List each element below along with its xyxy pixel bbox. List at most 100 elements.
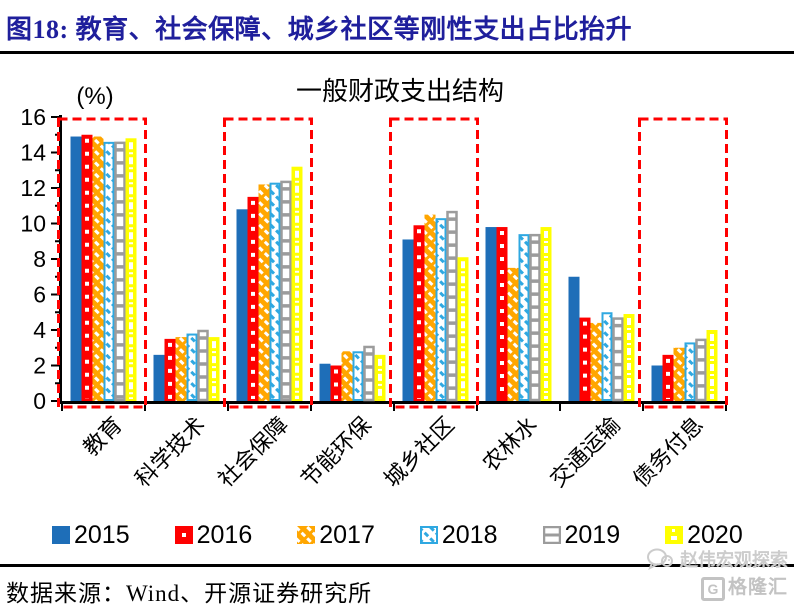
chat-bubble-icon: [646, 548, 676, 575]
logo-text: 格隆汇: [727, 577, 788, 599]
legend-swatch-2019: [542, 526, 561, 544]
bar-2017-节能环保: [341, 351, 353, 401]
y-axis-unit-label: (%): [76, 83, 113, 110]
bar-2015-教育: [70, 136, 82, 401]
x-category-label-交通运输: 交通运输: [545, 412, 625, 492]
bar-2016-城乡社区: [413, 225, 425, 401]
bar-2020-交通运输: [623, 314, 635, 401]
highlight-box-城乡社区: [389, 117, 479, 409]
bar-2020-城乡社区: [457, 257, 469, 401]
bar-pattern: [363, 352, 375, 395]
bar-2018-债务付息: [684, 342, 696, 401]
bar-2015-社会保障: [236, 209, 248, 401]
legend-item-2015: 2015: [52, 520, 130, 549]
bar-2017-农林水: [507, 267, 519, 401]
y-tick-label: 2: [33, 353, 46, 379]
bar-2020-科学技术: [208, 337, 220, 401]
highlight-box-教育: [57, 117, 147, 409]
bar-2015-节能环保: [319, 363, 331, 401]
bar-2019-节能环保: [363, 345, 375, 402]
x-category-label-债务付息: 债务付息: [628, 412, 708, 492]
bar-2020-社会保障: [291, 166, 303, 401]
watermark-text: 赵伟宏观探索: [680, 550, 788, 571]
bar-2018-科学技术: [186, 333, 198, 401]
legend-label: 2015: [74, 520, 130, 549]
bar-2015-债务付息: [651, 365, 663, 401]
y-tick-label: 10: [20, 211, 46, 237]
bar-2017-城乡社区: [424, 214, 436, 401]
bar-2018-城乡社区: [435, 218, 447, 401]
legend-item-2020: 2020: [665, 520, 743, 549]
legend-item-2017: 2017: [297, 520, 375, 549]
bar-2017-社会保障: [258, 184, 270, 401]
y-tick-label: 0: [33, 388, 46, 414]
footer-divider: [0, 564, 794, 567]
bar-2017-科学技术: [175, 337, 187, 401]
y-tick-label: 4: [33, 317, 46, 343]
bar-2015-科学技术: [153, 354, 165, 401]
bar-2018-社会保障: [269, 182, 281, 401]
bar-2019-教育: [114, 141, 126, 402]
legend-swatch-2020: [665, 526, 684, 544]
bar-2020-农林水: [540, 227, 552, 401]
bar-2015-交通运输: [568, 276, 580, 401]
bar-2019-农林水: [529, 233, 541, 402]
y-tick-label: 12: [20, 175, 46, 201]
bar-2016-农林水: [496, 227, 508, 401]
legend-label: 2018: [441, 520, 498, 549]
legend-swatch-2016: [174, 526, 193, 544]
bar-2016-交通运输: [579, 317, 591, 401]
x-category-label-教育: 教育: [78, 412, 127, 461]
bar-2016-社会保障: [247, 196, 259, 401]
x-category-label-社会保障: 社会保障: [213, 412, 293, 492]
bar-2017-教育: [92, 136, 104, 401]
figure-title: 图18: 教育、社会保障、城乡社区等刚性支出占比抬升: [6, 15, 633, 44]
y-tick-label: 16: [20, 104, 46, 130]
legend-item-2018: 2018: [419, 520, 498, 549]
gelonghui-logo: G 格隆汇: [646, 576, 788, 601]
legend-swatch-2017: [297, 526, 316, 544]
bar-2019-社会保障: [280, 180, 292, 402]
legend-label: 2017: [319, 520, 375, 549]
bar-2016-债务付息: [662, 354, 674, 401]
g-icon: G: [700, 576, 725, 601]
bar-pattern: [280, 187, 292, 399]
title-divider: [0, 51, 794, 54]
x-category-label-节能环保: 节能环保: [296, 412, 376, 492]
legend-label: 2019: [564, 520, 621, 549]
bar-2017-债务付息: [673, 347, 685, 401]
bar-pattern: [529, 240, 541, 387]
bar-2018-教育: [103, 141, 115, 401]
bar-pattern: [446, 217, 458, 390]
bar-pattern: [197, 336, 209, 392]
bar-pattern: [612, 323, 624, 393]
x-category-label-科学技术: 科学技术: [130, 412, 210, 492]
y-tick-label: 6: [33, 282, 46, 308]
bar-2020-教育: [125, 138, 137, 402]
bar-2018-交通运输: [601, 312, 613, 401]
bar-2019-交通运输: [612, 317, 624, 402]
bar-pattern: [114, 148, 126, 399]
bar-2016-教育: [81, 134, 93, 401]
y-tick-label: 14: [20, 140, 46, 166]
data-source-text: 数据来源：Wind、开源证券研究所: [6, 581, 373, 606]
watermark: 赵伟宏观探索 G 格隆汇: [646, 548, 788, 601]
y-tick-label: 8: [33, 246, 46, 272]
bar-2015-城乡社区: [402, 239, 414, 401]
chart-title: 一般财政支出结构: [296, 77, 504, 106]
bar-2019-城乡社区: [446, 210, 458, 402]
bar-pattern: [695, 345, 707, 388]
x-category-label-农林水: 农林水: [478, 412, 542, 476]
bar-2017-交通运输: [590, 322, 602, 401]
bar-2018-节能环保: [352, 351, 364, 401]
legend-item-2016: 2016: [174, 520, 253, 549]
highlight-box-社会保障: [223, 117, 313, 409]
legend-label: 2020: [687, 520, 743, 549]
x-category-label-城乡社区: 城乡社区: [379, 412, 459, 492]
bar-2019-债务付息: [695, 338, 707, 402]
footer: 数据来源：Wind、开源证券研究所 赵伟宏观探索 G 格隆汇: [0, 548, 794, 608]
legend-swatch-2015: [52, 526, 70, 544]
legend-label: 2016: [196, 520, 253, 549]
highlight-box-债务付息: [638, 117, 728, 409]
bar-2018-农林水: [518, 234, 530, 401]
